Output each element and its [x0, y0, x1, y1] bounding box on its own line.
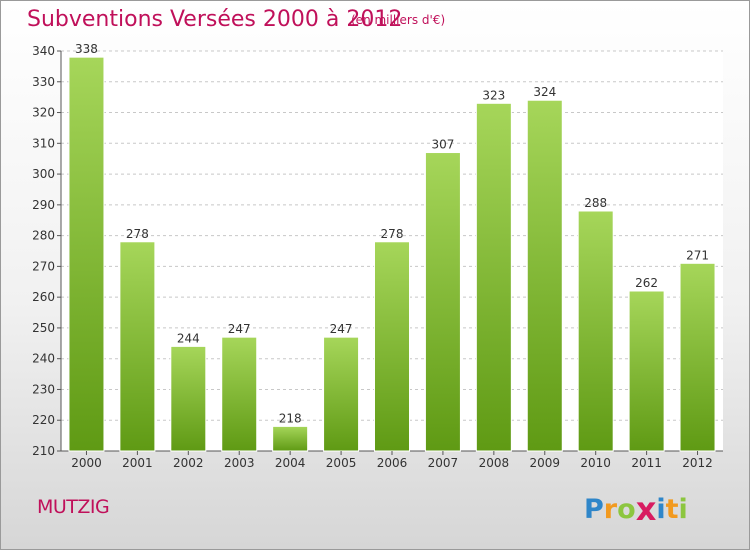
x-tick-label: 2007 [428, 456, 459, 470]
brand-letter: x [635, 490, 657, 528]
y-tick-label: 280 [32, 229, 55, 243]
y-tick-label: 330 [32, 75, 55, 89]
bar [170, 345, 207, 452]
brand-letter: t [665, 494, 679, 525]
y-tick-label: 260 [32, 290, 55, 304]
bar [577, 210, 614, 452]
x-tick-label: 2010 [580, 456, 611, 470]
bar-value-label: 247 [228, 322, 251, 336]
y-tick-label: 270 [32, 259, 55, 273]
y-tick-label: 240 [32, 352, 55, 366]
y-tick-label: 300 [32, 167, 55, 181]
bar-value-label: 271 [686, 248, 709, 262]
y-tick-label: 220 [32, 413, 55, 427]
y-tick-label: 340 [32, 44, 55, 58]
bar-value-label: 323 [482, 88, 505, 102]
bar [526, 99, 563, 452]
x-tick-label: 2009 [529, 456, 560, 470]
y-tick-label: 210 [32, 444, 55, 458]
proxiti-logo: Proxiti [584, 488, 688, 528]
commune-name: MUTZIG [37, 496, 110, 518]
brand-letter: r [603, 494, 618, 525]
brand-letter: i [656, 494, 666, 525]
x-tick-label: 2001 [122, 456, 153, 470]
chart-unit-note: (en milliers d'€) [351, 13, 446, 27]
x-tick-label: 2003 [224, 456, 255, 470]
x-tick-label: 2004 [275, 456, 306, 470]
bar [374, 241, 410, 452]
bar-value-label: 278 [126, 227, 149, 241]
y-tick-label: 290 [32, 198, 55, 212]
brand-letter: i [678, 494, 688, 525]
chart-title: Subventions Versées 2000 à 2012 [27, 7, 403, 32]
bar-value-label: 244 [177, 331, 200, 345]
x-tick-label: 2012 [682, 456, 713, 470]
bar-value-label: 324 [533, 85, 556, 99]
x-tick-label: 2008 [479, 456, 510, 470]
y-tick-label: 310 [32, 136, 55, 150]
brand-letter: P [584, 494, 604, 525]
bar [475, 102, 512, 452]
bar [679, 262, 716, 452]
bar-value-label: 262 [635, 276, 658, 290]
y-tick-label: 230 [32, 382, 55, 396]
bar-value-label: 247 [330, 322, 353, 336]
x-tick-label: 2006 [377, 456, 408, 470]
bar-value-label: 278 [381, 227, 404, 241]
x-tick-label: 2011 [631, 456, 662, 470]
y-tick-label: 320 [32, 106, 55, 120]
bar [323, 336, 360, 452]
brand-letter: o [617, 494, 636, 525]
bar [221, 336, 258, 452]
bar [119, 241, 156, 452]
x-tick-label: 2000 [71, 456, 102, 470]
y-tick-label: 250 [32, 321, 55, 335]
bar [628, 290, 665, 452]
bar [272, 425, 309, 452]
bar-value-label: 338 [75, 42, 98, 56]
bar-value-label: 218 [279, 411, 302, 425]
bar-value-label: 288 [584, 196, 607, 210]
bar-value-label: 307 [431, 138, 454, 152]
x-tick-label: 2005 [326, 456, 357, 470]
bar [424, 152, 461, 452]
bar [68, 56, 105, 452]
x-tick-label: 2002 [173, 456, 204, 470]
